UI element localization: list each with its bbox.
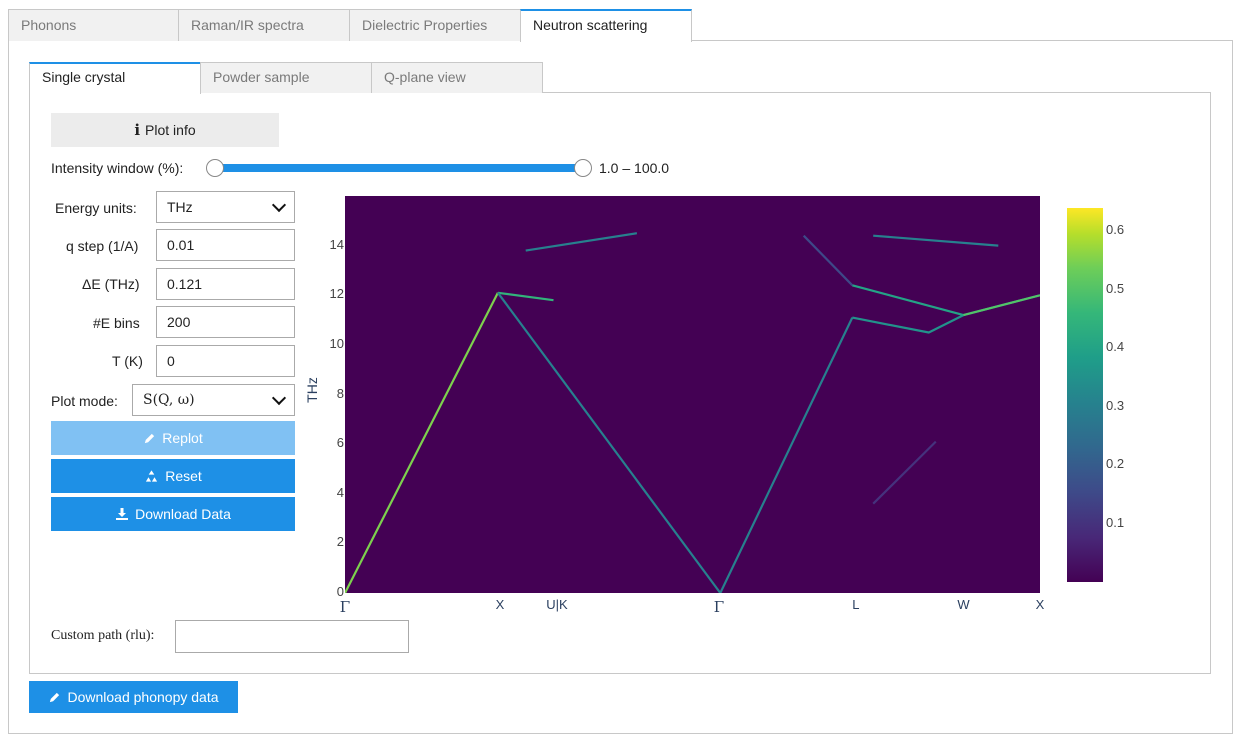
colorbar	[1067, 208, 1103, 582]
y-tick-label: 10	[329, 335, 344, 351]
x-tick-label: X	[495, 597, 505, 612]
x-tick-label: U|K	[546, 597, 568, 612]
x-tick-label: W	[957, 597, 970, 612]
pencil-icon	[145, 433, 155, 443]
replot-button[interactable]: Replot	[51, 421, 295, 455]
custom-path-label: Custom path (rlu):	[51, 628, 155, 643]
y-tick-label: 2	[336, 534, 344, 550]
tab-phonons[interactable]: Phonons	[8, 9, 179, 41]
delta-e-input[interactable]: 0.121	[156, 268, 295, 300]
energy-units-label: Energy units:	[55, 200, 137, 216]
download-data-button[interactable]: Download Data	[51, 497, 295, 531]
dispersion-branch	[872, 440, 937, 505]
temperature-input[interactable]: 0	[156, 345, 295, 377]
colorbar-tick-label: 0.2	[1106, 456, 1125, 472]
tab-neutron-scattering[interactable]: Neutron scattering	[520, 9, 692, 42]
y-tick-label: 12	[329, 286, 344, 302]
temperature-label: T (K)	[112, 353, 143, 369]
download-icon	[116, 508, 129, 520]
colorbar-tick-label: 0.4	[1106, 339, 1125, 355]
y-tick-label: 8	[336, 385, 344, 401]
chevron-down-icon	[271, 197, 287, 212]
custom-path-input[interactable]	[175, 620, 409, 653]
download-data-label: Download Data	[135, 506, 231, 522]
x-tick-label: Γ	[339, 598, 351, 616]
colorbar-tick-label: 0.1	[1106, 514, 1125, 530]
info-icon: i	[134, 121, 141, 139]
plot-mode-select[interactable]: S(Q, ω)	[132, 384, 295, 416]
reset-label: Reset	[165, 468, 202, 484]
dispersion-branch	[873, 234, 999, 247]
colorbar-tick-label: 0.6	[1106, 222, 1125, 238]
plot-info-button[interactable]: i Plot info	[51, 113, 279, 147]
y-tick-label: 6	[336, 435, 344, 451]
x-tick-label: L	[852, 597, 860, 612]
dispersion-branch	[525, 232, 638, 252]
energy-units-select[interactable]: THz	[156, 191, 295, 223]
replot-label: Replot	[162, 430, 203, 446]
dispersion-branch	[345, 292, 499, 593]
delta-e-label: ΔE (THz)	[82, 276, 140, 292]
reset-button[interactable]: Reset	[51, 459, 295, 493]
dispersion-branch	[802, 234, 854, 287]
dispersion-branch	[497, 291, 554, 302]
download-phonopy-button[interactable]: Download phonopy data	[29, 681, 238, 713]
e-bins-input[interactable]: 200	[156, 306, 295, 338]
sub-tabs: Single crystal Powder sample Q-plane vie…	[29, 62, 543, 94]
neutron-plot-area[interactable]	[345, 196, 1040, 593]
plot-mode-label: Plot mode:	[51, 393, 118, 409]
e-bins-label: #E bins	[93, 315, 140, 331]
dispersion-branch	[719, 317, 854, 593]
q-step-label: q step (1/A)	[66, 238, 139, 254]
intensity-slider-track[interactable]	[215, 164, 583, 172]
dispersion-branch	[852, 294, 1040, 334]
y-axis-label: THz	[304, 377, 320, 403]
plot-svg	[345, 232, 1040, 593]
download-phonopy-label: Download phonopy data	[67, 689, 219, 705]
intensity-slider-max-handle[interactable]	[574, 159, 592, 177]
intensity-slider-min-handle[interactable]	[206, 159, 224, 177]
dispersion-branch	[497, 292, 722, 593]
plot-mode-value: S(Q, ω)	[143, 392, 195, 408]
recycle-icon	[146, 469, 158, 482]
intensity-window-label: Intensity window (%):	[51, 160, 184, 176]
pencil-icon	[50, 692, 60, 702]
tab-dielectric[interactable]: Dielectric Properties	[349, 9, 521, 41]
y-tick-label: 0	[336, 584, 344, 599]
x-tick-label: X	[1035, 597, 1045, 612]
q-step-input[interactable]: 0.01	[156, 229, 295, 261]
y-tick-label: 4	[336, 484, 344, 500]
x-tick-label: Γ	[713, 598, 725, 616]
tab-raman-ir[interactable]: Raman/IR spectra	[178, 9, 350, 41]
colorbar-tick-label: 0.3	[1106, 397, 1125, 413]
colorbar-tick-label: 0.5	[1106, 280, 1125, 296]
top-tabs: Phonons Raman/IR spectra Dielectric Prop…	[8, 9, 692, 42]
dispersion-branch	[852, 284, 964, 317]
tab-powder-sample[interactable]: Powder sample	[200, 62, 372, 93]
y-tick-label: 14	[329, 236, 344, 252]
tab-single-crystal[interactable]: Single crystal	[29, 62, 201, 94]
intensity-window-value: 1.0 – 100.0	[599, 160, 670, 176]
chevron-down-icon	[271, 390, 287, 405]
dispersion-branch	[963, 294, 1040, 317]
plot-info-label: Plot info	[145, 122, 196, 138]
tab-q-plane-view[interactable]: Q-plane view	[371, 62, 543, 93]
energy-units-value: THz	[167, 199, 193, 215]
